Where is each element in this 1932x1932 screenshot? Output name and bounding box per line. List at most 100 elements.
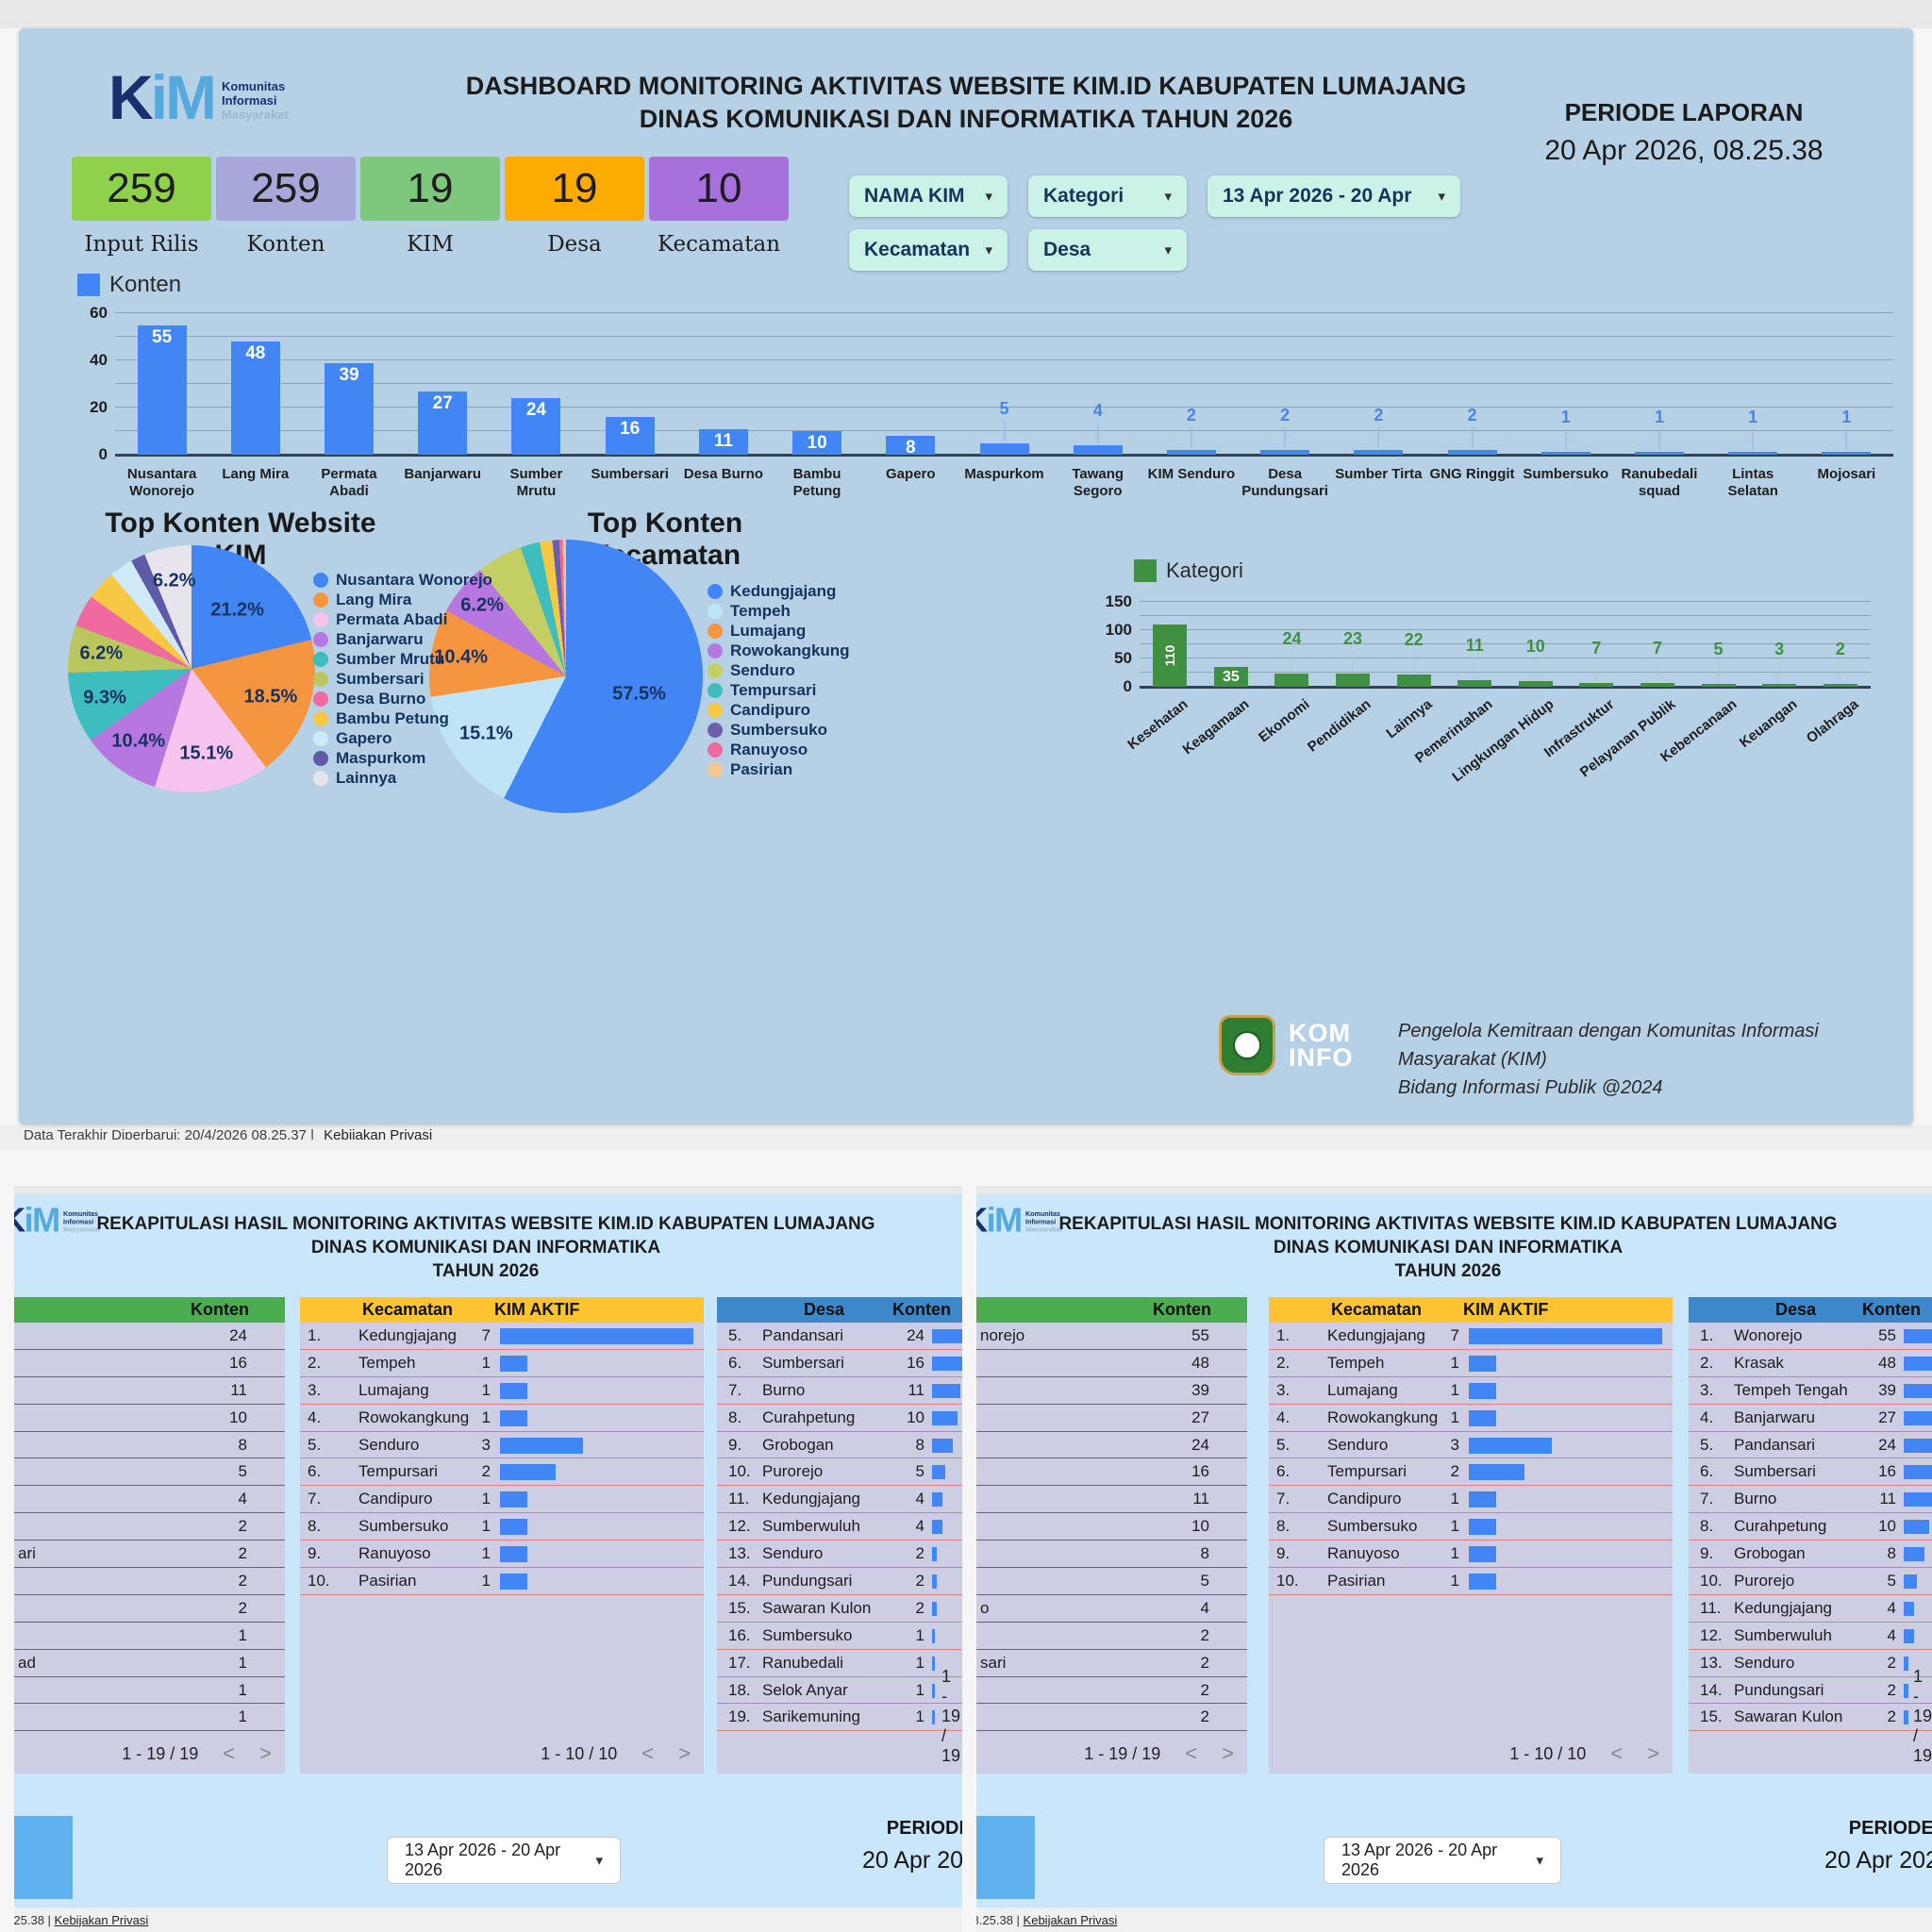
pie-percentage-label: 21.2% bbox=[210, 599, 264, 621]
filter-desa[interactable]: Desa ▾ bbox=[1028, 229, 1187, 271]
filter-kategori[interactable]: Kategori ▾ bbox=[1028, 175, 1187, 217]
table-row: 2. Tempeh 1 bbox=[300, 1350, 704, 1377]
kominfo-crest-icon bbox=[1219, 1015, 1275, 1075]
value-bar bbox=[1469, 1437, 1552, 1454]
cell-name: Candipuro bbox=[358, 1490, 433, 1508]
rekap-title-line3: TAHUN 2026 bbox=[432, 1261, 540, 1281]
filter-13-apr-2026-20-apr[interactable]: 13 Apr 2026 - 20 Apr ▾ bbox=[1208, 175, 1460, 217]
cell-value: 7 bbox=[1450, 1325, 1459, 1344]
cell-value: 5 bbox=[1887, 1571, 1896, 1590]
cell-value: 16 bbox=[907, 1353, 924, 1372]
note-separator: | bbox=[306, 1127, 319, 1140]
legend-item-desa-burno: Desa Burno bbox=[313, 690, 492, 708]
legend-color-dot bbox=[313, 710, 328, 726]
pagination-prev-button[interactable]: < bbox=[641, 1741, 655, 1765]
cell-name: Ranuyoso bbox=[358, 1544, 431, 1563]
table-row: 12. Sumberwuluh 4 bbox=[717, 1513, 962, 1541]
cell-number: 11. bbox=[1700, 1598, 1722, 1617]
table-row: 8. Curahpetung 10 bbox=[717, 1405, 962, 1432]
legend-item-label: Pasirian bbox=[730, 759, 793, 778]
legend-item-nusantara-wonorejo: Nusantara Wonorejo bbox=[313, 571, 492, 589]
table-row: 5. Pandansari 24 bbox=[1689, 1432, 1932, 1459]
value-bar bbox=[932, 1683, 935, 1698]
legend-color-dot bbox=[313, 770, 328, 786]
bar-value-label: 48 bbox=[245, 343, 266, 363]
y-axis-tick: 50 bbox=[1114, 649, 1132, 667]
pagination-prev-button[interactable]: < bbox=[1610, 1741, 1624, 1765]
filter-kecamatan[interactable]: Kecamatan ▾ bbox=[849, 229, 1008, 271]
konten-bar-chart-plot: 0 20 40 60 55 Nusantara Wonorejo 48 Lang Mira 39… bbox=[90, 304, 1893, 499]
cell-value: 1 bbox=[481, 1544, 491, 1563]
date-range-filter[interactable]: 13 Apr 2026 - 20 Apr 2026 ▾ bbox=[1324, 1837, 1561, 1884]
status-bar: Data Terakhir Diperbarui: 20/4/2026 08.2… bbox=[976, 1907, 1932, 1932]
cell-number: 5. bbox=[728, 1325, 742, 1344]
legend-color-dot bbox=[708, 603, 723, 619]
filter-nama-kim[interactable]: NAMA KIM ▾ bbox=[849, 175, 1008, 217]
x-axis-label: GNG Ringgit bbox=[1429, 466, 1515, 482]
cell-number: 9. bbox=[728, 1435, 742, 1454]
table-row: 1 bbox=[14, 1623, 285, 1650]
privacy-policy-link[interactable]: Kebijakan Privasi bbox=[1023, 1912, 1118, 1927]
legend-color-dot bbox=[708, 722, 723, 738]
cell-number: 3. bbox=[1276, 1380, 1291, 1399]
bar-ranubedali-squad bbox=[1634, 452, 1684, 455]
stat-desa: 19 Desa bbox=[505, 157, 644, 257]
cell-value: 24 bbox=[907, 1325, 924, 1344]
legend-item-gapero: Gapero bbox=[313, 729, 492, 747]
x-axis-label: Keagamaan bbox=[1179, 696, 1253, 758]
cell-value: 1 bbox=[1450, 1571, 1459, 1590]
pagination-prev-button[interactable]: < bbox=[1185, 1741, 1198, 1765]
filter-row: NAMA KIM ▾ Kategori ▾ 13 Apr 2026 - 20 Apr ▾ bbox=[849, 175, 1460, 217]
privacy-policy-link[interactable]: Kebijakan Privasi bbox=[324, 1127, 433, 1140]
cell-number: 15. bbox=[1700, 1707, 1723, 1726]
value-bar bbox=[1469, 1574, 1497, 1591]
pagination-next-button[interactable]: > bbox=[1222, 1741, 1234, 1765]
legend-item-pasirian: Pasirian bbox=[708, 759, 850, 778]
pagination-status: 1 - 19 / 19 bbox=[122, 1743, 199, 1763]
footer-credit-line2: Bidang Informasi Publik @2024 bbox=[1398, 1077, 1663, 1098]
value-bar bbox=[500, 1464, 556, 1481]
pagination-next-button[interactable]: > bbox=[678, 1741, 691, 1765]
bar-value-label: 7 bbox=[1591, 638, 1602, 658]
y-axis-tick: 0 bbox=[1123, 677, 1132, 695]
value-bar bbox=[1904, 1438, 1932, 1453]
value-bar bbox=[932, 1710, 935, 1725]
value-bar bbox=[932, 1356, 962, 1371]
legend-color-dot bbox=[313, 611, 328, 627]
gridline bbox=[115, 407, 1893, 408]
legend-item-kedungjajang: Kedungjajang bbox=[708, 582, 850, 600]
value-bar bbox=[1904, 1356, 1932, 1371]
value-bar bbox=[932, 1465, 945, 1480]
x-axis-line bbox=[1140, 686, 1871, 689]
cell-number: 12. bbox=[1700, 1625, 1723, 1644]
y-axis-tick: 20 bbox=[90, 398, 108, 416]
bar-value-label: 23 bbox=[1343, 629, 1363, 649]
table-row: 27 bbox=[976, 1405, 1247, 1432]
footer-credit-text: Pengelola Kemitraan dengan Komunitas Inf… bbox=[1398, 1017, 1898, 1102]
cell-name: norejo bbox=[980, 1325, 1025, 1344]
pagination-prev-button[interactable]: < bbox=[223, 1741, 236, 1765]
privacy-policy-link[interactable]: Kebijakan Privasi bbox=[54, 1912, 149, 1927]
table-row: 7. Burno 11 bbox=[1689, 1486, 1932, 1514]
gridline bbox=[115, 312, 1893, 313]
top-konten-kecamatan-pie: 57.5% 15.1% 10.4% 6.2% bbox=[429, 540, 703, 813]
legend-item-sumbersari: Sumbersari bbox=[313, 670, 492, 688]
cell-value: 1 bbox=[238, 1680, 247, 1699]
legend-item-label: Sumber Mrutu bbox=[336, 649, 445, 668]
cell-name: Lumajang bbox=[1327, 1380, 1398, 1399]
table-row: 9. Grobogan 8 bbox=[1689, 1541, 1932, 1569]
table-row: 13. Senduro 2 bbox=[717, 1541, 962, 1569]
legend-color-dot bbox=[708, 761, 723, 777]
pagination-next-button[interactable]: > bbox=[259, 1741, 272, 1765]
note-band bbox=[0, 1124, 1932, 1150]
status-bar-text: Data Terakhir Diperbarui: 20/4/2026 08.2… bbox=[14, 1912, 149, 1927]
value-leader-line bbox=[1778, 661, 1780, 682]
pie-percentage-label: 6.2% bbox=[79, 642, 124, 664]
legend-item-lumajang: Lumajang bbox=[708, 622, 850, 640]
cell-value: 1 bbox=[238, 1653, 247, 1672]
date-range-filter[interactable]: 13 Apr 2026 - 20 Apr 2026 ▾ bbox=[387, 1837, 621, 1884]
pagination-next-button[interactable]: > bbox=[1647, 1741, 1659, 1765]
cell-name: Sumbersari bbox=[762, 1353, 844, 1372]
cell-name: Curahpetung bbox=[762, 1407, 856, 1426]
bar-lang-mira: 48 bbox=[230, 341, 280, 455]
